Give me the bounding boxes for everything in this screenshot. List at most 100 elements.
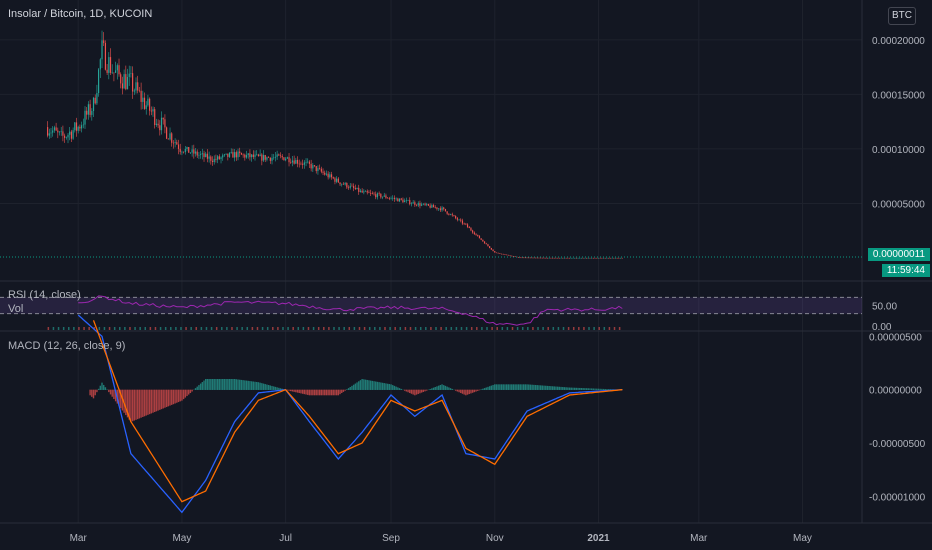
price-candle [94,97,96,104]
price-candle [329,174,331,178]
volume-bar [317,327,320,330]
last-price-badge: 0.00000011 [867,248,930,261]
macd-histogram-bar [560,386,562,390]
price-candle [489,246,491,248]
macd-histogram-bar [205,379,207,390]
price-candle [239,151,241,154]
macd-histogram-bar [529,384,532,390]
volume-bar [88,327,90,330]
macd-histogram-bar [507,384,510,390]
price-candle [89,104,91,115]
price-candle [126,76,129,90]
macd-indicator-title[interactable]: MACD (12, 26, close, 9) [8,340,126,352]
macd-histogram-bar [590,388,593,390]
macd-histogram-bar [565,387,567,390]
macd-histogram-bar [465,389,467,396]
macd-histogram-bar [307,389,309,395]
macd-histogram-bar [148,389,151,415]
macd-histogram-bar [92,389,95,399]
price-candle [431,205,433,208]
price-candle [592,257,594,259]
macd-histogram-bar [363,379,365,390]
macd-histogram-bar [451,388,453,390]
price-candle [424,203,426,205]
currency-button[interactable]: BTC [888,7,916,25]
macd-histogram-bar [233,379,236,390]
macd-histogram-bar [245,380,248,390]
price-candle [317,168,319,172]
price-candle [322,171,324,173]
price-candle [563,257,566,259]
time-axis-tick: 2021 [587,533,610,544]
price-candle [439,208,441,211]
price-candle [521,257,523,259]
price-candle [53,127,56,131]
macd-histogram-bar [553,386,555,390]
price-candle [99,59,101,70]
macd-histogram-bar [235,379,238,390]
price-candle [346,183,348,188]
macd-histogram-bar [368,380,370,390]
price-candle [150,110,152,112]
price-candle [130,73,132,74]
price-candle [98,69,100,94]
macd-histogram-bar [366,379,368,390]
volume-bar [113,327,116,330]
price-candle [320,168,322,172]
macd-histogram-bar [266,384,268,390]
volume-bar [261,327,264,330]
volume-indicator-title[interactable]: Vol [8,303,24,315]
price-candle [560,257,562,259]
macd-histogram-bar [298,389,300,394]
price-candle [298,163,300,165]
price-candle [109,57,112,73]
macd-histogram-bar [339,389,341,395]
price-candle [55,127,57,131]
price-candle [506,254,508,256]
macd-histogram-bar [534,384,537,390]
price-candle [169,133,171,140]
price-candle [404,200,406,203]
price-candle [509,255,511,257]
macd-histogram-bar [556,386,559,390]
price-candle [364,191,367,192]
price-candle [179,148,181,152]
macd-histogram-bar [573,387,576,390]
macd-histogram-bar [194,388,197,390]
volume-bar [516,327,519,330]
price-candle [405,200,407,201]
macd-histogram-bar [483,388,486,390]
volume-bar [221,327,223,330]
price-candle [188,147,190,153]
macd-histogram-bar [585,388,588,390]
price-candle [385,195,387,198]
price-candle [463,223,465,225]
macd-histogram-bar [305,389,307,395]
price-candle [266,157,268,160]
symbol-title: Insolar / Bitcoin, 1D, KUCOIN [8,8,153,20]
macd-histogram-bar [531,384,533,390]
volume-bar [521,327,524,330]
volume-bar [231,327,233,330]
macd-histogram-bar [577,387,579,390]
rsi-indicator-title[interactable]: RSI (14, close) [8,289,81,301]
macd-histogram-bar [358,381,360,390]
price-candle [546,257,549,259]
price-candle [550,257,552,259]
volume-bar [307,327,310,330]
macd-histogram-bar [400,388,402,390]
volume-bar [292,327,294,330]
macd-histogram-bar [509,384,511,390]
price-candle [490,247,492,250]
macd-histogram-bar [485,387,487,390]
price-candle [52,130,54,133]
volume-bar [139,327,141,330]
volume-bar [343,327,345,330]
macd-histogram-bar [261,383,263,390]
volume-bar [78,327,80,330]
macd-histogram-bar [347,388,350,390]
price-candle [613,257,615,259]
macd-histogram-bar [113,389,115,400]
